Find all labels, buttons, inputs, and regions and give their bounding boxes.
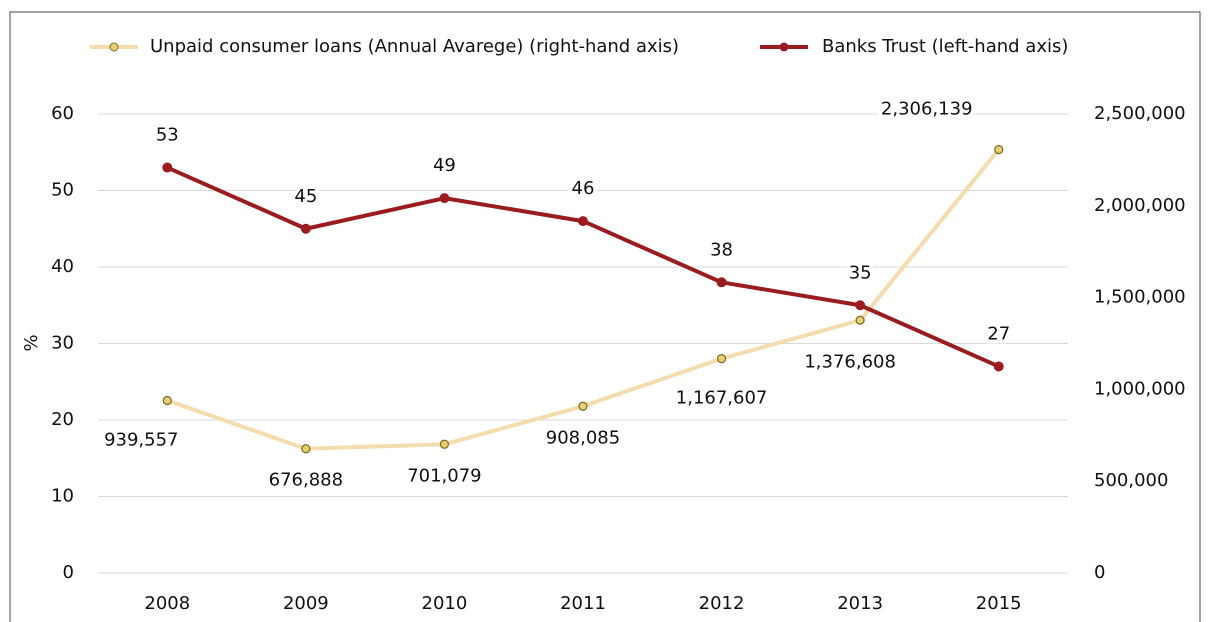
y2-tick-label: 1,000,000 [1094,378,1186,399]
marker [162,162,173,173]
legend-marker [109,42,119,52]
x-tick-label: 2011 [560,593,606,614]
marker [716,277,727,288]
y2-tick-label: 0 [1094,562,1105,583]
x-tick-label: 2010 [422,593,468,614]
marker [855,315,865,325]
data-label: 676,888 [269,470,343,491]
chart-frame [9,11,1201,622]
marker [301,444,311,454]
legend-label: Unpaid consumer loans (Annual Avarege) (… [150,36,679,57]
legend-label: Banks Trust (left-hand axis) [822,36,1068,57]
y-tick-label: 20 [51,409,74,430]
data-label: 2,306,139 [881,99,973,120]
marker [578,401,588,411]
marker [439,193,450,204]
data-label: 701,079 [407,465,481,486]
legend-marker [779,42,789,52]
data-label: 1,376,608 [804,351,896,372]
x-tick-label: 2009 [283,593,329,614]
y2-tick-label: 2,500,000 [1094,103,1186,124]
y-tick-label: 30 [51,333,74,354]
data-label: 908,085 [546,427,620,448]
y-tick-label: 60 [51,103,74,124]
marker [855,300,866,311]
data-label: 939,557 [104,429,178,450]
x-tick-label: 2012 [699,593,745,614]
data-label: 35 [849,262,872,283]
x-tick-label: 2015 [976,593,1022,614]
data-label: 27 [987,323,1010,344]
y2-tick-label: 2,000,000 [1094,195,1186,216]
y-tick-label: 50 [51,180,74,201]
y2-tick-label: 1,500,000 [1094,287,1186,308]
data-label: 1,167,607 [676,388,768,409]
marker [994,144,1004,155]
data-label: 46 [572,178,595,199]
data-label: 53 [156,125,179,146]
y-tick-label: 0 [63,562,74,583]
y2-tick-label: 500,000 [1094,470,1168,491]
marker [578,216,588,227]
marker [300,223,311,234]
data-label: 38 [710,239,733,260]
x-tick-label: 2008 [144,593,190,614]
x-tick-label: 2013 [837,593,883,614]
marker [162,395,172,406]
y-tick-label: 40 [51,256,74,277]
y-axis-label: % [21,334,42,351]
data-label: 45 [294,186,317,207]
marker [993,361,1004,372]
marker [716,354,727,364]
y-tick-label: 10 [51,486,74,507]
data-label: 49 [433,155,456,176]
marker [439,439,450,449]
